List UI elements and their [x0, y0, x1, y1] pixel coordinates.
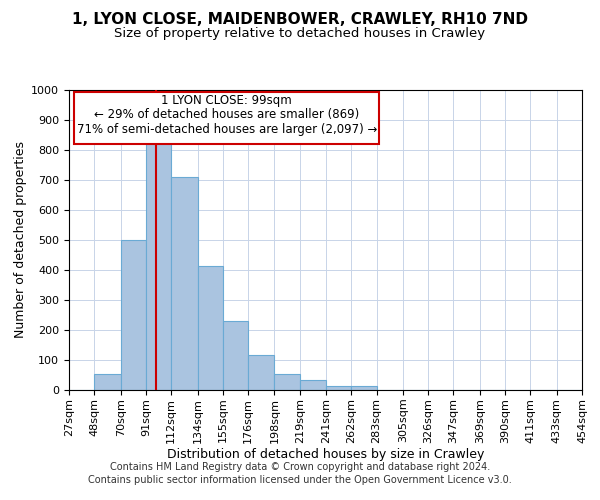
Bar	[248, 354, 274, 390]
Bar	[274, 374, 299, 390]
Bar	[94, 374, 121, 390]
Text: Contains HM Land Registry data © Crown copyright and database right 2024.: Contains HM Land Registry data © Crown c…	[110, 462, 490, 472]
Bar	[223, 321, 248, 390]
Text: Size of property relative to detached houses in Crawley: Size of property relative to detached ho…	[115, 28, 485, 40]
Bar	[326, 386, 352, 390]
Y-axis label: Number of detached properties: Number of detached properties	[14, 142, 27, 338]
Bar	[171, 177, 197, 390]
Text: Contains public sector information licensed under the Open Government Licence v3: Contains public sector information licen…	[88, 475, 512, 485]
Bar	[352, 386, 377, 390]
Text: 71% of semi-detached houses are larger (2,097) →: 71% of semi-detached houses are larger (…	[77, 123, 377, 136]
Bar	[299, 380, 326, 390]
X-axis label: Distribution of detached houses by size in Crawley: Distribution of detached houses by size …	[167, 448, 484, 461]
Text: 1 LYON CLOSE: 99sqm: 1 LYON CLOSE: 99sqm	[161, 94, 292, 107]
FancyBboxPatch shape	[74, 92, 379, 144]
Text: ← 29% of detached houses are smaller (869): ← 29% of detached houses are smaller (86…	[94, 108, 359, 121]
Text: 1, LYON CLOSE, MAIDENBOWER, CRAWLEY, RH10 7ND: 1, LYON CLOSE, MAIDENBOWER, CRAWLEY, RH1…	[72, 12, 528, 28]
Bar	[197, 266, 223, 390]
Bar	[146, 142, 171, 390]
Bar	[121, 240, 146, 390]
